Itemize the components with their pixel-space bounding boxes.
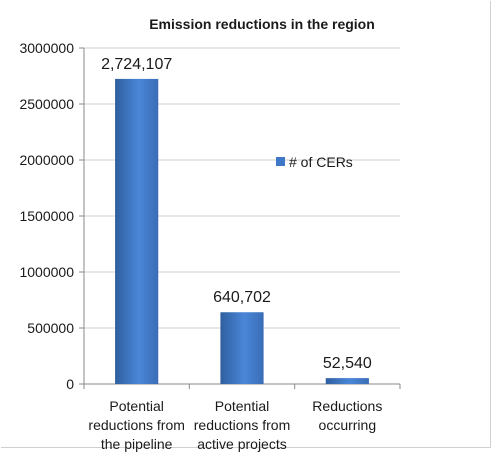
x-tick-label-line: reductions from	[88, 417, 184, 433]
bars	[115, 78, 369, 384]
chart-title: Emission reductions in the region	[149, 16, 375, 32]
legend: # of CERs	[276, 154, 353, 170]
data-label: 2,724,107	[101, 56, 172, 73]
x-tick-label-line: active projects	[197, 436, 286, 452]
y-tick-label: 3000000	[19, 40, 74, 56]
x-tick-label-line: the pipeline	[101, 436, 173, 452]
labels: 2,724,107 Potential reductions from the pip…	[88, 56, 382, 452]
x-tick-label-line: Potential	[109, 398, 163, 414]
x-tick-label-line: reductions from	[194, 417, 290, 433]
x-tick-label: Potential reductions from active projects	[194, 398, 290, 452]
x-tick-label-line: Reductions	[312, 398, 382, 414]
bar	[325, 378, 369, 384]
x-tick-label-line: Potential	[215, 398, 269, 414]
data-label: 52,540	[323, 355, 372, 372]
y-tick-label: 500000	[27, 320, 74, 336]
data-label: 640,702	[213, 289, 271, 306]
bar	[115, 78, 159, 384]
legend-label: # of CERs	[289, 154, 353, 170]
x-tick-label: Potential reductions from the pipeline	[88, 398, 184, 452]
y-tick-label: 0	[66, 376, 74, 392]
x-tick-label-line: occurring	[319, 417, 377, 433]
x-tick-label: Reductions occurring	[312, 398, 382, 433]
y-tick-label: 2500000	[19, 96, 74, 112]
chart-frame	[1, 1, 491, 448]
axes: 0 500000 1000000 1500000 2000000 2500000 30000…	[19, 40, 401, 392]
legend-swatch	[276, 157, 285, 166]
y-tick-label: 2000000	[19, 152, 74, 168]
y-tick-label: 1000000	[19, 264, 74, 280]
bar	[220, 312, 264, 384]
y-tick-label: 1500000	[19, 208, 74, 224]
